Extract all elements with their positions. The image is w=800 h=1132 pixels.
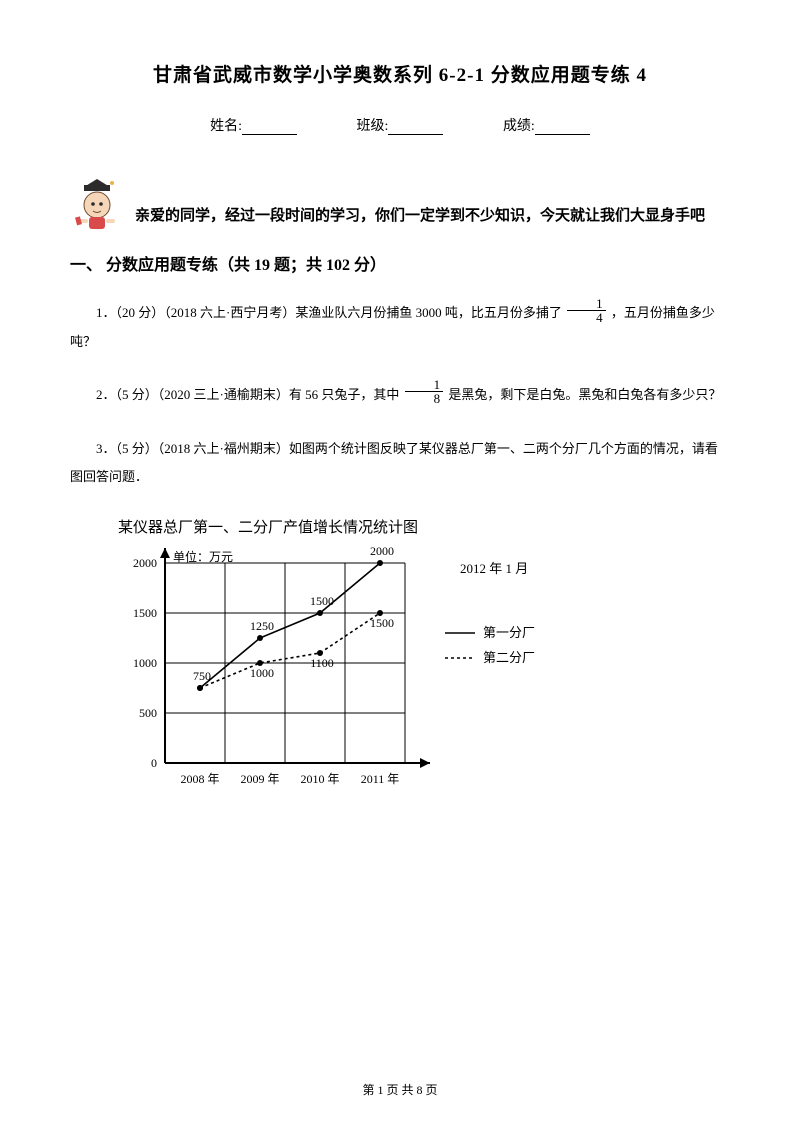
name-field: 姓名: — [210, 119, 300, 134]
q2-fraction: 1 8 — [405, 378, 444, 405]
doc-title: 甘肃省武威市数学小学奥数系列 6-2-1 分数应用题专练 4 — [70, 60, 730, 87]
svg-text:1250: 1250 — [250, 619, 274, 633]
greeting-text: 亲爱的同学，经过一段时间的学习，你们一定学到不少知识，今天就让我们大显身手吧 — [135, 204, 705, 233]
chart-area: 某仪器总厂第一、二分厂产值增长情况统计图 0 500 1000 1500 2000 单位：… — [110, 516, 730, 813]
q1-frac-den: 4 — [567, 311, 606, 324]
svg-text:1000: 1000 — [133, 656, 157, 670]
svg-text:2008 年: 2008 年 — [180, 772, 219, 786]
q2-frac-num: 1 — [405, 378, 444, 392]
svg-text:2012 年 1 月: 2012 年 1 月 — [460, 561, 528, 576]
greeting-row: 亲爱的同学，经过一段时间的学习，你们一定学到不少知识，今天就让我们大显身手吧 — [70, 173, 730, 233]
q2-prefix: 2．（5 分）（2020 三上·通榆期末）有 56 只兔子，其中 — [96, 387, 403, 402]
svg-text:第二分厂: 第二分厂 — [483, 650, 535, 665]
name-underline — [242, 120, 297, 135]
score-label: 成绩: — [503, 119, 535, 134]
score-field: 成绩: — [503, 119, 590, 134]
svg-text:750: 750 — [193, 669, 211, 683]
svg-text:2000: 2000 — [370, 544, 394, 558]
svg-text:2000: 2000 — [133, 556, 157, 570]
svg-text:第一分厂: 第一分厂 — [483, 625, 535, 640]
svg-text:0: 0 — [151, 756, 157, 770]
q2-suffix: 是黑兔，剩下是白兔。黑兔和白兔各有多少只？ — [448, 387, 721, 402]
svg-text:单位：万元: 单位：万元 — [173, 549, 233, 564]
question-1: 1．（20 分）（2018 六上·西宁月考）某渔业队六月份捕鱼 3000 吨，比… — [70, 299, 730, 355]
q1-frac-num: 1 — [567, 297, 606, 311]
svg-text:1500: 1500 — [133, 606, 157, 620]
name-label: 姓名: — [210, 119, 242, 134]
svg-text:500: 500 — [139, 706, 157, 720]
chart-title: 某仪器总厂第一、二分厂产值增长情况统计图 — [118, 516, 730, 537]
class-underline — [388, 120, 443, 135]
svg-text:1500: 1500 — [310, 594, 334, 608]
svg-text:1500: 1500 — [370, 616, 394, 630]
svg-text:2010 年: 2010 年 — [300, 772, 339, 786]
info-row: 姓名: 班级: 成绩: — [70, 115, 730, 135]
svg-text:1100: 1100 — [310, 656, 334, 670]
class-label: 班级: — [357, 119, 389, 134]
page-container: 甘肃省武威市数学小学奥数系列 6-2-1 分数应用题专练 4 姓名: 班级: 成… — [0, 0, 800, 853]
svg-text:2011 年: 2011 年 — [361, 772, 400, 786]
page-footer: 第 1 页 共 8 页 — [0, 1081, 800, 1098]
section-heading: 一、 分数应用题专练（共 19 题；共 102 分） — [70, 251, 730, 275]
svg-text:1000: 1000 — [250, 666, 274, 680]
q2-frac-den: 8 — [405, 392, 444, 405]
question-2: 2．（5 分）（2020 三上·通榆期末）有 56 只兔子，其中 1 8 是黑兔… — [70, 381, 730, 410]
mascot-icon — [70, 173, 125, 233]
score-underline — [535, 120, 590, 135]
q1-prefix: 1．（20 分）（2018 六上·西宁月考）某渔业队六月份捕鱼 3000 吨，比… — [96, 305, 565, 320]
question-3: 3．（5 分）（2018 六上·福州期末）如图两个统计图反映了某仪器总厂第一、二… — [70, 435, 730, 490]
q1-fraction: 1 4 — [567, 297, 606, 324]
chart-svg: 0 500 1000 1500 2000 单位：万元 2008 年 2009 年 2010 年 2… — [110, 543, 590, 813]
svg-text:2009 年: 2009 年 — [240, 772, 279, 786]
class-field: 班级: — [357, 119, 447, 134]
